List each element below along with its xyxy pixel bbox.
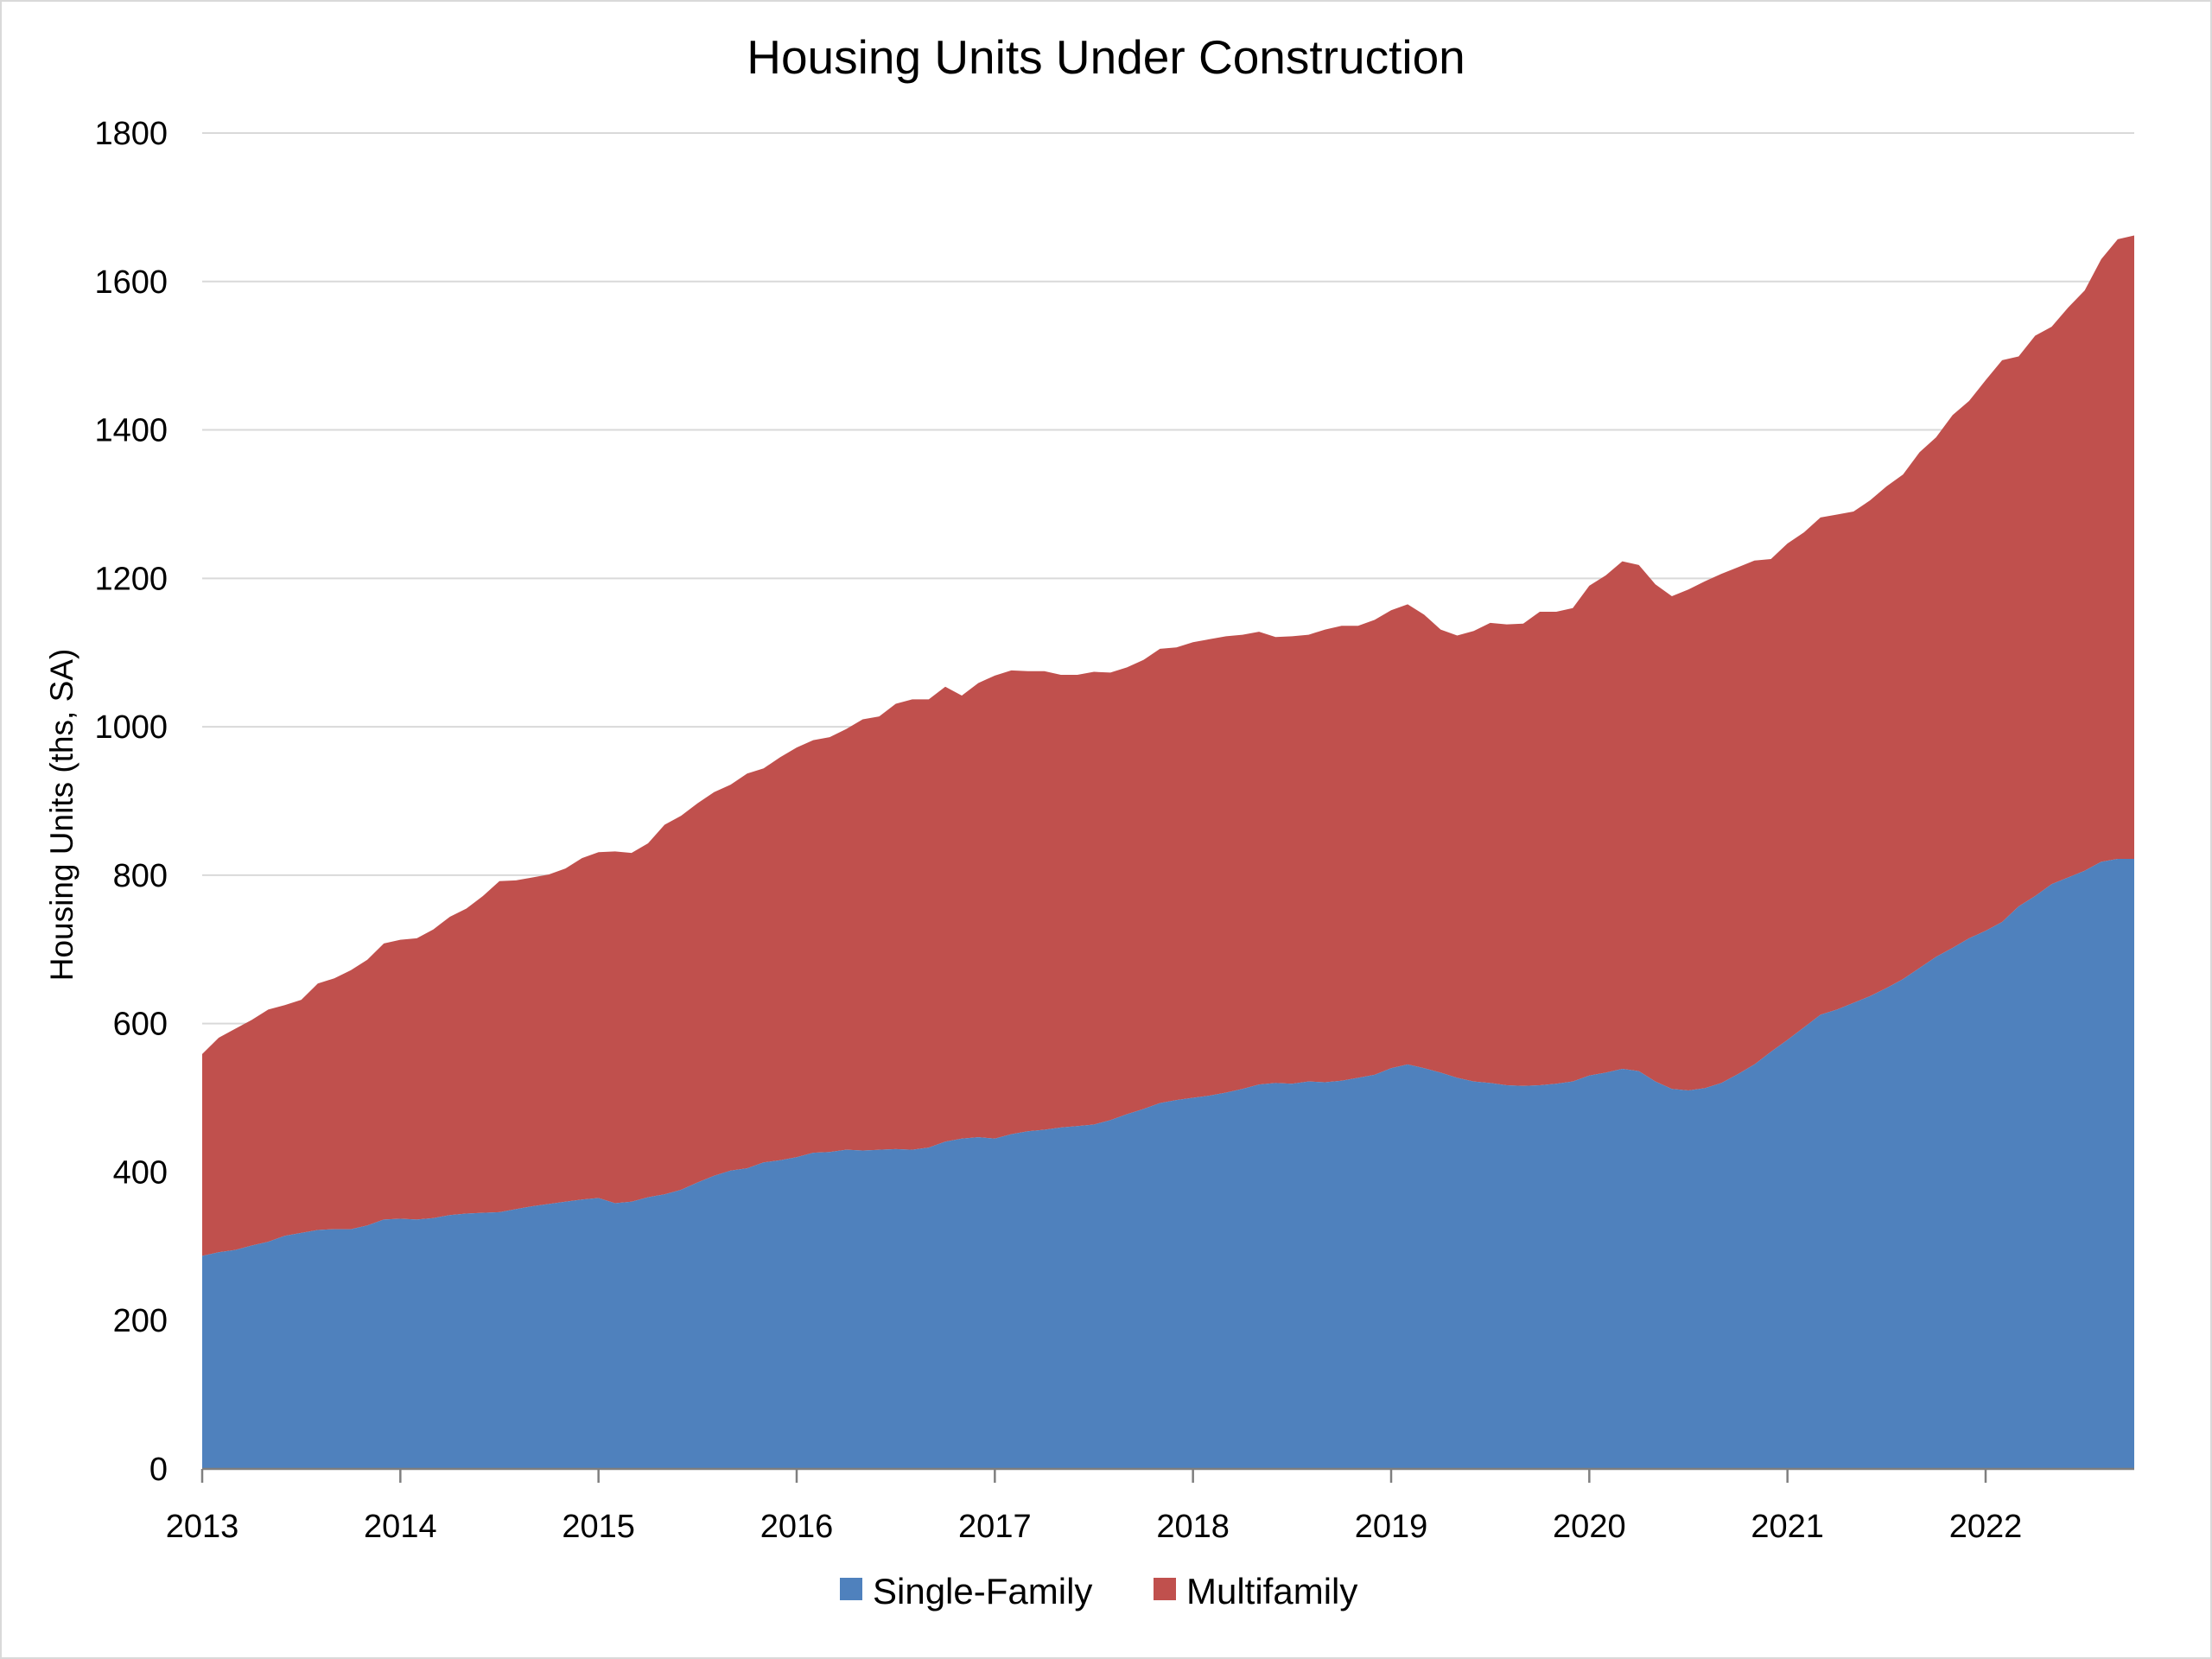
- legend-single-family-swatch: [840, 1578, 862, 1600]
- x-tick-label: 2019: [1355, 1509, 1428, 1545]
- x-tick-label: 2022: [1949, 1509, 2023, 1545]
- axis-layer: 0 200 400 600 800 1000 1200 1400 1600 1800 2013 201…: [94, 116, 2134, 1545]
- y-tick-label: 0: [149, 1452, 168, 1488]
- x-tick-label: 2013: [166, 1509, 239, 1545]
- x-tick-label: 2020: [1553, 1509, 1626, 1545]
- y-axis-label: Housing Units (ths, SA): [44, 649, 79, 982]
- legend: Single-Family Multifamily: [840, 1571, 1357, 1611]
- y-tick-label: 400: [113, 1154, 168, 1191]
- x-tick-label: 2018: [1156, 1509, 1230, 1545]
- x-tick-label: 2021: [1751, 1509, 1824, 1545]
- y-tick-label: 800: [113, 858, 168, 894]
- y-tick-label: 1600: [94, 264, 168, 301]
- x-tick-label: 2016: [760, 1509, 834, 1545]
- y-tick-label: 200: [113, 1303, 168, 1339]
- area-single-family: [202, 858, 2134, 1469]
- legend-multifamily-swatch: [1154, 1578, 1176, 1600]
- y-tick-label: 1200: [94, 561, 168, 597]
- x-tick-label: 2015: [562, 1509, 635, 1545]
- y-tick-label: 1000: [94, 709, 168, 746]
- area-multifamily: [202, 235, 2134, 1256]
- y-tick-label: 1400: [94, 413, 168, 449]
- x-tick-label: 2017: [958, 1509, 1032, 1545]
- legend-single-family-label: Single-Family: [873, 1571, 1092, 1611]
- y-tick-label: 600: [113, 1007, 168, 1043]
- x-tick-label: 2014: [364, 1509, 437, 1545]
- chart-title: Housing Units Under Construction: [747, 30, 1465, 84]
- legend-multifamily-label: Multifamily: [1186, 1571, 1357, 1611]
- y-tick-label: 1800: [94, 116, 168, 152]
- area-layer: [202, 235, 2134, 1469]
